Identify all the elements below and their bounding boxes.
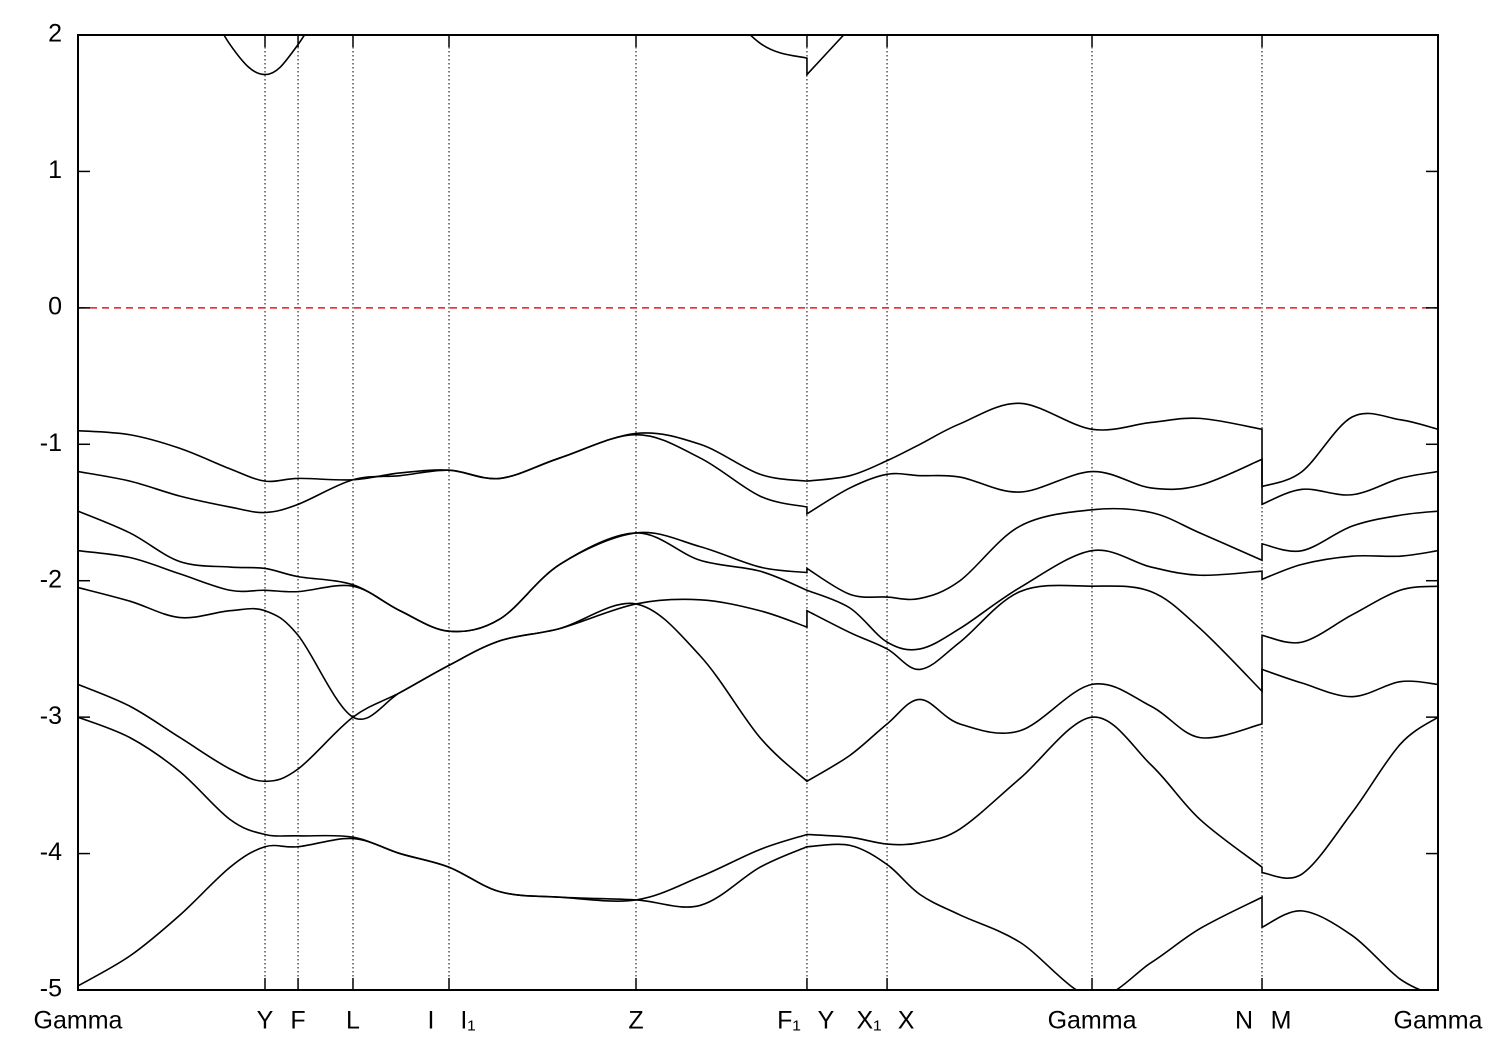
band-line xyxy=(78,716,1438,902)
band-line xyxy=(749,35,845,77)
plot-frame xyxy=(77,34,1439,991)
band-line xyxy=(78,837,1423,990)
band-line xyxy=(78,532,1438,651)
y-tick-label: 2 xyxy=(48,20,62,48)
x-tick-label: X₁ xyxy=(857,1007,882,1035)
x-tick-label: F xyxy=(290,1007,305,1035)
y-tick-label: -4 xyxy=(40,838,62,866)
x-tick-label: Z xyxy=(628,1007,643,1035)
y-tick-label: 0 xyxy=(48,292,62,320)
bands xyxy=(78,35,1438,990)
x-tick-label: L xyxy=(346,1007,360,1035)
x-tick-label: Gamma xyxy=(1394,1007,1483,1035)
x-tick-label: Gamma xyxy=(34,1007,123,1035)
band-line xyxy=(78,433,1438,516)
x-tick-label: M xyxy=(1271,1007,1292,1035)
band-line xyxy=(78,584,1438,720)
x-tick-label: X xyxy=(898,1007,915,1035)
y-tick-label: -3 xyxy=(40,702,62,730)
x-tick-label: Y xyxy=(818,1007,835,1035)
y-tick-label: 1 xyxy=(48,156,62,184)
band-line xyxy=(78,402,1438,488)
y-tick-label: -5 xyxy=(40,975,62,1003)
band-line xyxy=(78,507,1438,633)
x-tick-label: I xyxy=(428,1007,435,1035)
x-tick-label: N xyxy=(1235,1007,1253,1035)
x-tick-label: Y xyxy=(257,1007,274,1035)
band-line xyxy=(223,35,306,76)
x-tick-label: Gamma xyxy=(1048,1007,1137,1035)
x-tick-label: F₁ xyxy=(777,1007,801,1035)
band-line xyxy=(78,602,1438,783)
y-tick-label: -1 xyxy=(40,429,62,457)
x-tick-label: I₁ xyxy=(460,1007,475,1035)
y-tick-label: -2 xyxy=(40,565,62,593)
